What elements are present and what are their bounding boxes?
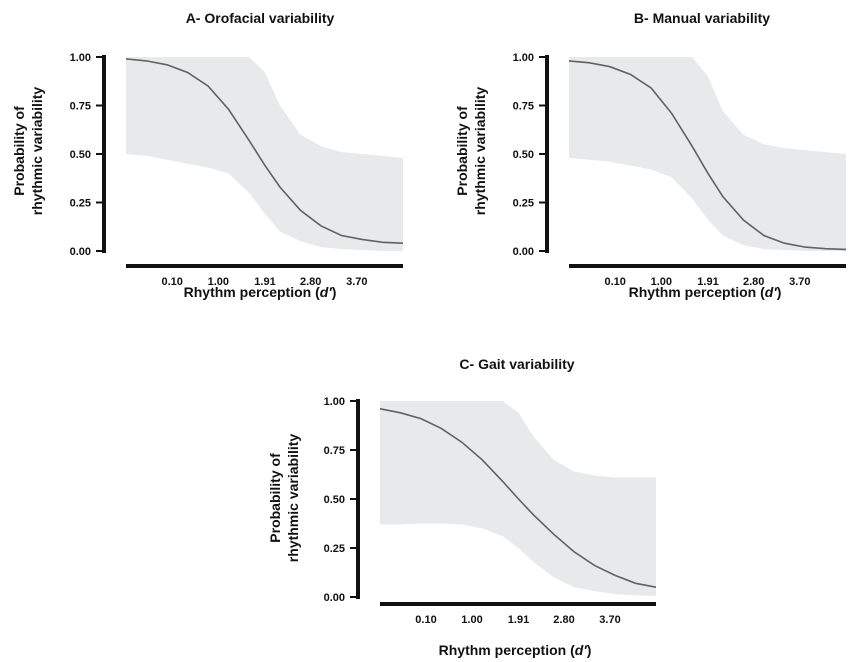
panel-title: C- Gait variability xyxy=(459,356,574,372)
x-tick-label: 1.00 xyxy=(461,614,482,626)
y-axis-title-line-2: rhythmic variability xyxy=(285,434,301,563)
y-axis-title-line-1: Probability of xyxy=(454,106,470,196)
panel-title: A- Orofacial variability xyxy=(186,10,335,26)
x-axis-title-end: ) xyxy=(587,642,592,658)
fitted-curve xyxy=(379,408,657,588)
x-axis-title: Rhythm perception (d′) xyxy=(629,284,782,300)
y-axis-title-line-1: Probability of xyxy=(11,106,27,196)
fitted-curve xyxy=(125,58,404,244)
confidence-band xyxy=(126,57,403,251)
y-axis-title: Probability of rhythmic variability xyxy=(11,87,45,216)
x-axis-title-end: ) xyxy=(332,284,337,300)
x-tick-label: 2.80 xyxy=(743,276,764,288)
panel-title: B- Manual variability xyxy=(634,10,770,26)
x-axis-title-italic: d′ xyxy=(575,642,588,658)
confidence-band xyxy=(569,57,846,251)
x-tick-label: 1.00 xyxy=(651,276,672,288)
y-tick-label: 0.25 xyxy=(513,198,534,210)
x-tick-label: 1.91 xyxy=(254,276,275,288)
y-tick-label: 0.25 xyxy=(70,198,91,210)
panel-a-orofacial: A- Orofacial variability Probability of … xyxy=(11,10,404,300)
y-tick-label: 0.00 xyxy=(324,592,345,604)
y-axis-title-line-2: rhythmic variability xyxy=(472,87,488,216)
x-tick-label: 2.80 xyxy=(300,276,321,288)
y-axis-title: Probability of rhythmic variability xyxy=(454,87,488,216)
y-tick-label: 1.00 xyxy=(513,52,534,64)
y-tick-label: 0.25 xyxy=(324,543,345,555)
x-tick-label: 0.10 xyxy=(415,614,436,626)
x-tick-label: 1.91 xyxy=(697,276,718,288)
y-tick-label: 0.50 xyxy=(513,149,534,161)
y-tick-label: 0.75 xyxy=(513,101,534,113)
x-tick-label: 1.00 xyxy=(208,276,229,288)
y-axis-title: Probability of rhythmic variability xyxy=(267,434,301,563)
y-tick-label: 1.00 xyxy=(324,396,345,408)
x-tick-label: 3.70 xyxy=(599,614,620,626)
y-axis-title-line-1: Probability of xyxy=(267,453,283,543)
y-tick-label: 0.50 xyxy=(324,494,345,506)
x-axis-title-italic: d′ xyxy=(765,284,778,300)
x-axis-title-end: ) xyxy=(777,284,782,300)
x-tick-label: 0.10 xyxy=(161,276,182,288)
x-tick-label: 2.80 xyxy=(553,614,574,626)
y-tick-label: 0.00 xyxy=(513,246,534,258)
y-tick-label: 0.50 xyxy=(70,149,91,161)
x-axis-title-main: Rhythm perception ( xyxy=(629,284,765,300)
y-tick-label: 0.00 xyxy=(70,246,91,258)
x-tick-label: 3.70 xyxy=(789,276,810,288)
y-tick-label: 1.00 xyxy=(70,52,91,64)
x-axis-title: Rhythm perception (d′) xyxy=(184,284,337,300)
x-tick-label: 0.10 xyxy=(604,276,625,288)
y-axis-title-line-2: rhythmic variability xyxy=(29,87,45,216)
y-tick-label: 0.75 xyxy=(324,445,345,457)
x-axis-title-main: Rhythm perception ( xyxy=(439,642,575,658)
panel-c-gait: C- Gait variability Probability of rhyth… xyxy=(267,356,657,658)
panel-b-manual: B- Manual variability Probability of rhy… xyxy=(454,10,847,300)
x-tick-label: 1.91 xyxy=(508,614,529,626)
x-axis-title-italic: d′ xyxy=(320,284,333,300)
y-tick-label: 0.75 xyxy=(70,101,91,113)
x-tick-label: 3.70 xyxy=(346,276,367,288)
fitted-curve xyxy=(568,60,847,251)
x-axis-title: Rhythm perception (d′) xyxy=(439,642,592,658)
x-axis-title-main: Rhythm perception ( xyxy=(184,284,320,300)
